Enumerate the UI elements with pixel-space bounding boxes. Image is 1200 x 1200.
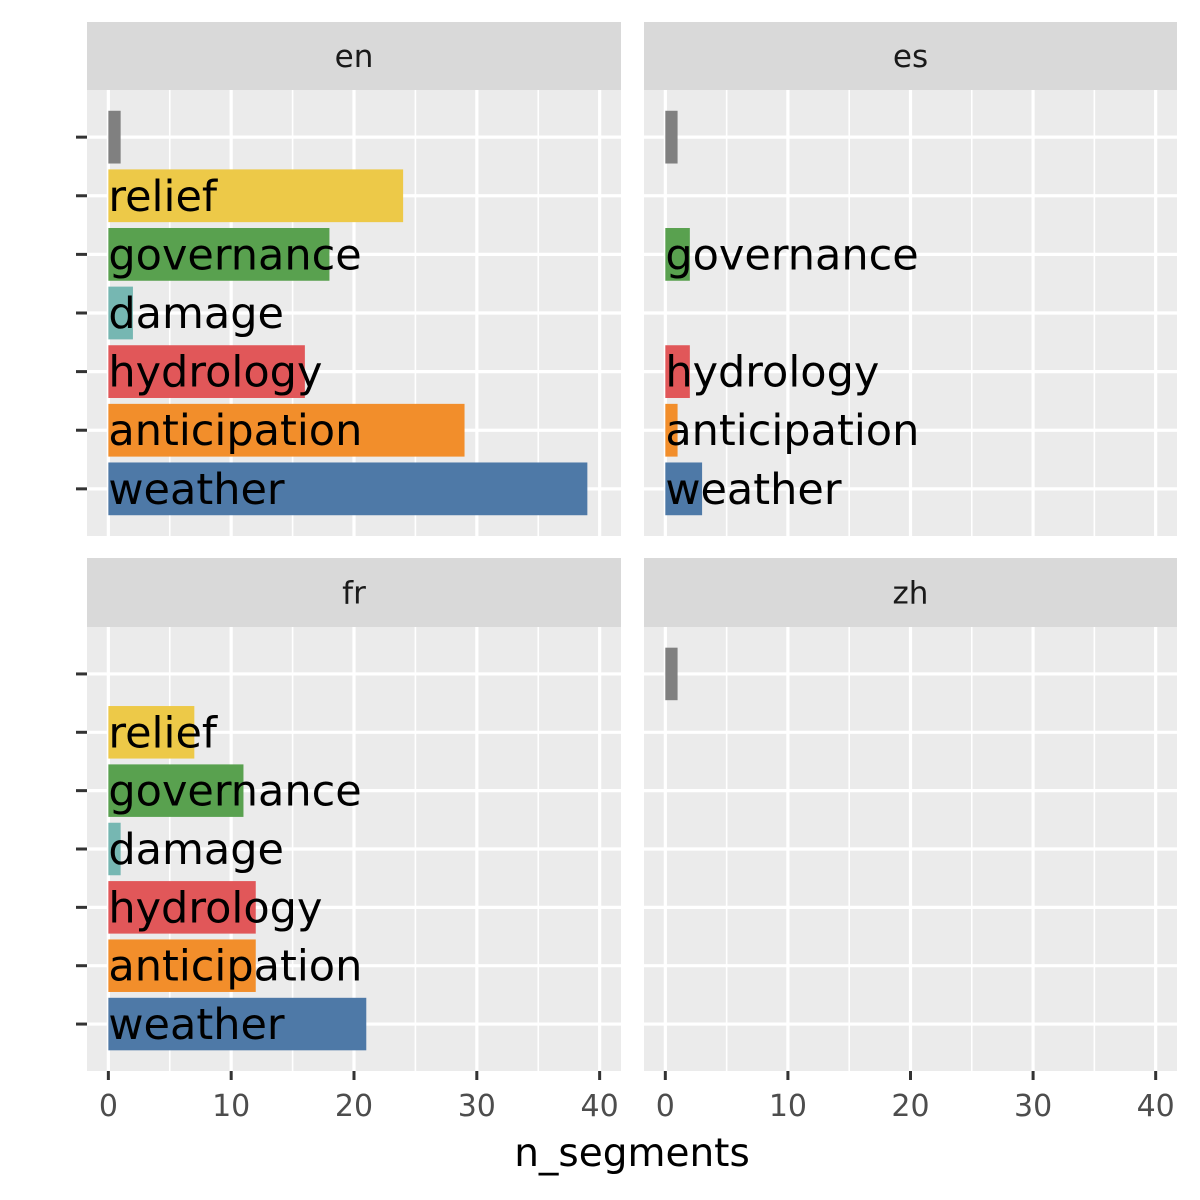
facet-strip (644, 22, 1177, 90)
facet-panel-zh: zh 0 10 20 30 40 (644, 558, 1177, 1124)
bar-governance (108, 764, 244, 817)
bar-hydrology (665, 345, 690, 398)
facet-strip (87, 558, 621, 627)
bar-label-damage: damage (108, 289, 284, 339)
bar-weather (665, 462, 703, 516)
facet-panel-fr: fr relief governance damage hydrology anticip… (76, 558, 621, 1124)
bar-damage (108, 286, 133, 340)
bar-blank (665, 110, 678, 164)
bar-blank (665, 647, 678, 701)
bar-label-anticipation: anticipation (665, 406, 919, 456)
bar-label-hydrology: hydrology (665, 348, 879, 398)
x-tick-label: 20 (335, 1089, 373, 1124)
bar-label-governance: governance (108, 767, 361, 817)
bar-label-relief: relief (108, 708, 218, 758)
bar-label-hydrology: hydrology (108, 348, 322, 398)
bar-weather (108, 997, 367, 1051)
bar-label-anticipation: anticipation (108, 942, 362, 992)
bar-hydrology (108, 881, 256, 934)
facet-strip-label: fr (342, 576, 366, 612)
facet-panel-en: en relief governance damage hydrology anticip… (76, 22, 621, 536)
bar-relief (108, 706, 195, 759)
facet-strip (87, 22, 621, 90)
bar-anticipation (665, 403, 678, 457)
facet-strip (644, 558, 1177, 627)
x-tick-label: 10 (769, 1089, 807, 1124)
bar-label-weather: weather (108, 465, 285, 515)
bar-governance (665, 228, 690, 281)
bar-governance (108, 228, 330, 281)
x-tick-label: 10 (212, 1089, 250, 1124)
bar-label-weather: weather (665, 465, 842, 515)
bar-label-governance: governance (108, 230, 361, 280)
x-tick-label: 40 (581, 1089, 619, 1124)
facet-panel-es: es governance hydrology anticipation weather (644, 22, 1177, 536)
x-tick-label: 30 (458, 1089, 496, 1124)
bar-label-damage: damage (108, 825, 284, 875)
bar-damage (108, 822, 121, 876)
bar-label-relief: relief (108, 172, 218, 222)
bar-weather (108, 462, 588, 516)
facet-strip-label: es (893, 39, 928, 75)
x-axis-title: n_segments (514, 1131, 750, 1176)
bar-label-governance: governance (665, 230, 918, 280)
x-tick-label: 0 (656, 1089, 675, 1124)
bar-hydrology (108, 345, 305, 398)
x-tick-label: 30 (1014, 1089, 1052, 1124)
bar-blank (108, 110, 121, 164)
x-tick-label: 20 (891, 1089, 929, 1124)
x-tick-label: 0 (99, 1089, 118, 1124)
bar-relief (108, 169, 404, 223)
bar-label-weather: weather (108, 1000, 285, 1050)
bar-label-hydrology: hydrology (108, 883, 322, 933)
x-tick-label: 40 (1137, 1089, 1175, 1124)
bar-label-anticipation: anticipation (108, 406, 362, 456)
facet-strip-label: zh (893, 576, 929, 612)
bar-anticipation (108, 939, 256, 992)
facet-strip-label: en (335, 39, 374, 75)
bar-anticipation (108, 403, 465, 457)
